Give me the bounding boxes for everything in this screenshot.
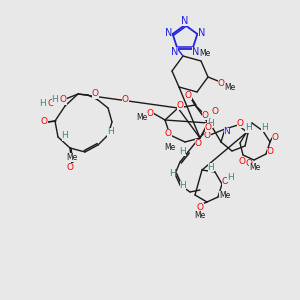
Text: H: H <box>208 163 214 172</box>
Text: H: H <box>207 118 213 127</box>
Text: O: O <box>221 178 229 187</box>
Text: H: H <box>39 98 45 107</box>
Text: O: O <box>122 95 128 104</box>
Text: H: H <box>52 95 58 104</box>
Text: O: O <box>202 110 208 119</box>
Text: N: N <box>224 128 230 136</box>
Text: O: O <box>236 118 244 127</box>
Text: O: O <box>272 134 278 142</box>
Text: O: O <box>266 148 274 157</box>
Text: O: O <box>40 118 47 127</box>
Text: O: O <box>184 91 191 100</box>
Text: H: H <box>106 128 113 136</box>
Text: H: H <box>180 181 186 190</box>
Text: H: H <box>180 146 186 155</box>
Text: Me: Me <box>66 152 78 161</box>
Text: O: O <box>205 122 212 131</box>
Text: O: O <box>194 139 202 148</box>
Text: Me: Me <box>164 143 175 152</box>
Text: Me: Me <box>249 163 261 172</box>
Text: N: N <box>198 28 205 38</box>
Text: Me: Me <box>194 211 206 220</box>
Text: O: O <box>59 95 67 104</box>
Text: H: H <box>61 131 68 140</box>
Text: O: O <box>203 131 211 140</box>
Text: O: O <box>218 79 224 88</box>
Text: O: O <box>164 128 172 137</box>
Text: O: O <box>245 160 253 169</box>
Text: O: O <box>238 157 245 166</box>
Text: O: O <box>47 98 55 107</box>
Text: Me: Me <box>136 112 148 122</box>
Text: H: H <box>226 172 233 182</box>
Text: N: N <box>165 28 172 38</box>
Text: Me: Me <box>200 49 211 58</box>
Text: Me: Me <box>224 82 236 91</box>
Text: H: H <box>169 169 176 178</box>
Text: N: N <box>192 46 199 56</box>
Text: N: N <box>181 16 189 26</box>
Text: O: O <box>92 89 98 98</box>
Text: O: O <box>196 202 203 211</box>
Text: H: H <box>244 124 251 133</box>
Text: N: N <box>171 46 178 56</box>
Text: O: O <box>212 107 218 116</box>
Text: O: O <box>176 100 184 109</box>
Text: O: O <box>67 163 73 172</box>
Text: H: H <box>261 122 267 131</box>
Text: Me: Me <box>219 190 231 200</box>
Text: O: O <box>146 109 154 118</box>
